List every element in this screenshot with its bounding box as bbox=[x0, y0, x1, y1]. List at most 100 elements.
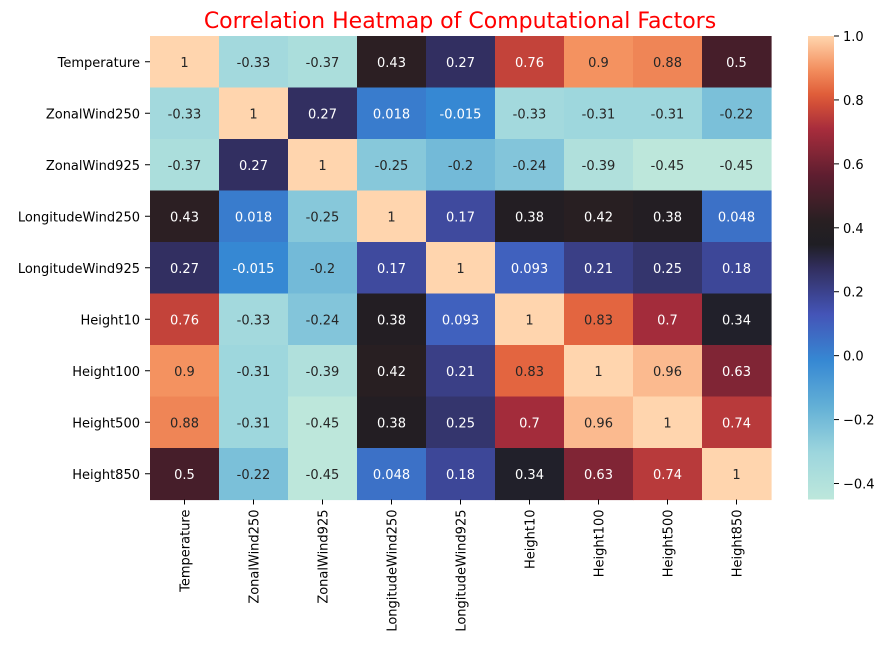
column-tick-label: LongitudeWind250 bbox=[386, 510, 401, 632]
heatmap-cell bbox=[564, 448, 634, 501]
heatmap-cell bbox=[564, 242, 634, 295]
cell-value-label: 0.5 bbox=[726, 56, 747, 71]
heatmap-cell bbox=[633, 36, 703, 89]
cell-value-label: 0.27 bbox=[446, 56, 475, 71]
cell-value-label: 0.18 bbox=[722, 262, 751, 277]
heatmap-cell bbox=[633, 139, 703, 192]
heatmap-cell bbox=[702, 396, 772, 449]
heatmap-cell bbox=[288, 345, 358, 398]
heatmap-cell bbox=[633, 190, 703, 243]
cell-value-label: -0.31 bbox=[651, 107, 685, 122]
heatmap-cell bbox=[219, 87, 289, 140]
cell-value-label: 0.093 bbox=[442, 313, 479, 328]
cell-value-label: 0.18 bbox=[446, 468, 475, 483]
cell-value-label: 1 bbox=[663, 416, 671, 431]
heatmap-cell bbox=[426, 190, 496, 243]
cell-value-label: 0.74 bbox=[722, 416, 751, 431]
column-tick-label: Height100 bbox=[593, 510, 608, 578]
cell-value-label: 0.25 bbox=[653, 262, 682, 277]
cell-value-label: 0.96 bbox=[653, 365, 682, 380]
heatmap-cell bbox=[219, 396, 289, 449]
cell-value-label: 0.63 bbox=[722, 365, 751, 380]
cell-value-label: -0.33 bbox=[237, 56, 271, 71]
row-tick-label: Temperature bbox=[57, 56, 140, 71]
cell-value-label: 0.018 bbox=[235, 210, 272, 225]
heatmap-cell bbox=[219, 36, 289, 89]
heatmap-cell bbox=[426, 87, 496, 140]
cell-value-label: -0.31 bbox=[582, 107, 616, 122]
row-tick-label: Height10 bbox=[80, 313, 140, 328]
heatmap-cell bbox=[357, 396, 427, 449]
cell-value-label: 0.83 bbox=[515, 365, 544, 380]
heatmap-cell bbox=[702, 36, 772, 89]
heatmap-cell bbox=[633, 448, 703, 501]
row-tick-label: Height850 bbox=[72, 468, 140, 483]
heatmap-cell bbox=[288, 448, 358, 501]
cell-value-label: -0.45 bbox=[306, 468, 340, 483]
heatmap-cell bbox=[495, 293, 565, 346]
row-tick-label: ZonalWind250 bbox=[46, 107, 140, 122]
heatmap-cell bbox=[150, 293, 220, 346]
heatmap-cell bbox=[495, 190, 565, 243]
heatmap-cell bbox=[495, 139, 565, 192]
colorbar-tick-label: 0.8 bbox=[843, 94, 864, 109]
heatmap-cell bbox=[702, 293, 772, 346]
colorbar-tick-label: 0.4 bbox=[843, 222, 864, 237]
colorbar-tick-label: −0.4 bbox=[843, 478, 875, 493]
cell-value-label: -0.25 bbox=[306, 210, 340, 225]
heatmap-cell bbox=[150, 36, 220, 89]
heatmap-cell bbox=[702, 190, 772, 243]
cell-value-label: -0.37 bbox=[168, 159, 202, 174]
heatmap-cell bbox=[426, 139, 496, 192]
heatmap-cell bbox=[150, 242, 220, 295]
heatmap-cell bbox=[357, 345, 427, 398]
heatmap-cell bbox=[633, 345, 703, 398]
column-tick-label: LongitudeWind925 bbox=[455, 510, 470, 632]
cell-value-label: 0.38 bbox=[377, 416, 406, 431]
heatmap-cell bbox=[150, 139, 220, 192]
cell-value-label: -0.33 bbox=[513, 107, 547, 122]
cell-value-label: 0.34 bbox=[722, 313, 751, 328]
colorbar: −0.4 −0.2 0.0 0.2 0.4 0.6 0.8 1.0 bbox=[808, 30, 875, 500]
heatmap-cell bbox=[219, 293, 289, 346]
column-tick-label: Height500 bbox=[662, 510, 677, 578]
row-tick-label: Height100 bbox=[72, 365, 140, 380]
chart-title: Correlation Heatmap of Computational Fac… bbox=[204, 9, 716, 34]
heatmap-cell bbox=[150, 190, 220, 243]
cell-value-label: 0.17 bbox=[446, 210, 475, 225]
cell-value-label: 1 bbox=[525, 313, 533, 328]
cell-value-label: 1 bbox=[732, 468, 740, 483]
cell-value-label: 0.38 bbox=[377, 313, 406, 328]
column-tick-label: Height850 bbox=[731, 510, 746, 578]
cell-value-label: 0.27 bbox=[170, 262, 199, 277]
heatmap-cell bbox=[702, 448, 772, 501]
cell-value-label: 1 bbox=[387, 210, 395, 225]
cell-value-label: 0.25 bbox=[446, 416, 475, 431]
column-tick-label: ZonalWind250 bbox=[248, 510, 263, 604]
cell-value-label: 0.63 bbox=[584, 468, 613, 483]
heatmap-cell bbox=[564, 36, 634, 89]
cell-value-label: -0.015 bbox=[233, 262, 275, 277]
cell-value-label: 0.9 bbox=[588, 56, 609, 71]
cell-value-label: -0.015 bbox=[440, 107, 482, 122]
heatmap-cell bbox=[426, 293, 496, 346]
cell-value-label: -0.45 bbox=[720, 159, 754, 174]
heatmap-cell bbox=[564, 293, 634, 346]
column-tick-label: Temperature bbox=[179, 510, 194, 593]
heatmap-cell bbox=[150, 87, 220, 140]
heatmap-cell bbox=[357, 448, 427, 501]
cell-value-label: 0.093 bbox=[511, 262, 548, 277]
colorbar-tick-label: 1.0 bbox=[843, 30, 864, 45]
cell-value-label: -0.25 bbox=[375, 159, 409, 174]
column-tick-labels: Temperature ZonalWind250 ZonalWind925 Longi… bbox=[179, 499, 746, 632]
cell-value-label: 0.42 bbox=[584, 210, 613, 225]
cell-value-label: 0.27 bbox=[308, 107, 337, 122]
heatmap-cell bbox=[426, 448, 496, 501]
heatmap-cell bbox=[633, 396, 703, 449]
row-tick-label: LongitudeWind250 bbox=[18, 210, 140, 225]
heatmap-cell bbox=[357, 242, 427, 295]
cell-value-label: 0.5 bbox=[174, 468, 195, 483]
colorbar-tick-label: −0.2 bbox=[843, 414, 875, 429]
colorbar-tick-label: 0.0 bbox=[843, 350, 864, 365]
